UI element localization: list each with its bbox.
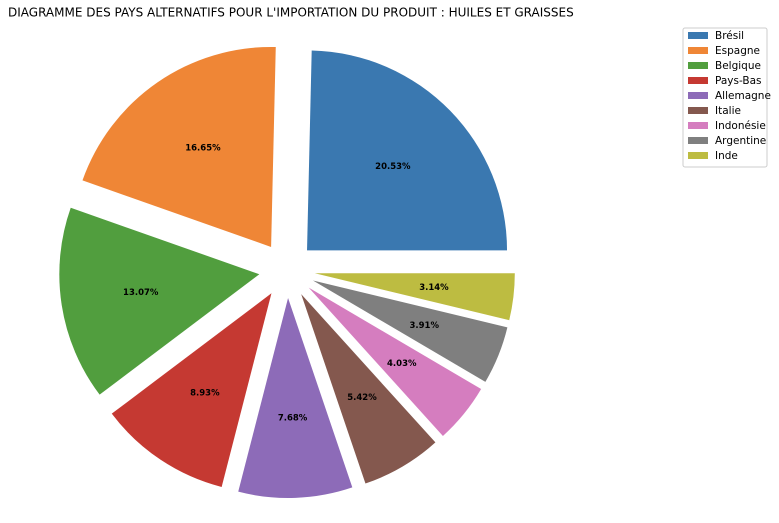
legend-label: Inde (715, 150, 738, 162)
pie-slice (111, 293, 272, 487)
legend-swatch (688, 62, 708, 69)
legend: Brésil Espagne Belgique Pays-Bas Allemagne It… (682, 27, 771, 168)
slice-label: 16.65% (185, 144, 221, 154)
legend-swatch (688, 77, 708, 84)
legend-swatch (688, 137, 708, 144)
pie-slice (238, 297, 353, 498)
slice-label: 7.68% (278, 413, 308, 423)
slice-label: 5.42% (347, 393, 377, 403)
chart-title: DIAGRAMME DES PAYS ALTERNATIFS POUR L'IM… (8, 6, 574, 20)
slice-label: 8.93% (190, 389, 220, 399)
legend-swatch (688, 107, 708, 114)
legend-label: Argentine (715, 135, 766, 147)
legend-label: Italie (715, 105, 741, 117)
legend-label: Pays-Bas (715, 75, 762, 87)
slice-label: 13.07% (123, 288, 159, 298)
legend-swatch (688, 92, 708, 99)
legend-label: Brésil (715, 30, 744, 42)
pie-slice (301, 294, 436, 484)
legend-label: Belgique (715, 60, 761, 72)
legend-label: Allemagne (715, 90, 771, 102)
pie-slice (59, 207, 260, 395)
slice-label: 4.03% (387, 359, 417, 369)
pie-slice (314, 273, 515, 321)
slice-label: 20.53% (375, 162, 411, 172)
legend-label: Indonésie (715, 120, 766, 132)
pie-slice (307, 50, 508, 251)
slice-label: 3.14% (419, 283, 449, 293)
legend-swatch (688, 32, 708, 39)
pie-slice (308, 287, 482, 436)
pie-slice (312, 280, 508, 382)
slice-label: 3.91% (409, 321, 439, 331)
legend-label: Espagne (715, 45, 760, 57)
pie-slice (82, 46, 276, 247)
legend-swatch (688, 152, 708, 159)
legend-swatch (688, 47, 708, 54)
legend-swatch (688, 122, 708, 129)
